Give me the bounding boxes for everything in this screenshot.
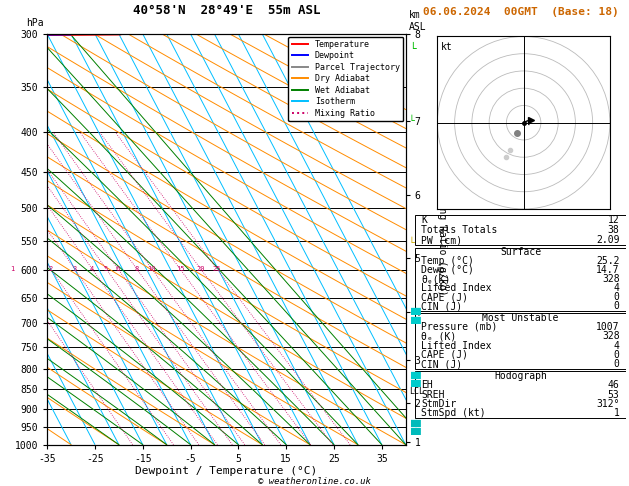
Text: Dewp (°C): Dewp (°C) [421,265,474,275]
Text: 06.06.2024  00GMT  (Base: 18): 06.06.2024 00GMT (Base: 18) [423,7,618,17]
Text: 6: 6 [116,266,120,272]
Bar [415,313,626,369]
Text: Lifted Index: Lifted Index [421,341,492,350]
Text: 328: 328 [602,274,620,284]
Text: Temp (°C): Temp (°C) [421,256,474,266]
Bar [415,247,626,311]
Text: LCL: LCL [409,387,425,396]
Text: EH: EH [421,380,433,390]
Text: Lifted Index: Lifted Index [421,283,492,293]
Text: θₑ (K): θₑ (K) [421,331,457,341]
Text: CIN (J): CIN (J) [421,359,462,369]
Y-axis label: Mixing Ratio (g/kg): Mixing Ratio (g/kg) [437,184,447,295]
Legend: Temperature, Dewpoint, Parcel Trajectory, Dry Adiabat, Wet Adiabat, Isotherm, Mi: Temperature, Dewpoint, Parcel Trajectory… [288,36,403,121]
Text: 4: 4 [614,341,620,350]
Text: 25.2: 25.2 [596,256,620,266]
Text: StmSpd (kt): StmSpd (kt) [421,408,486,418]
Text: Totals Totals: Totals Totals [421,225,498,235]
Bar [415,371,626,418]
Text: 328: 328 [602,331,620,341]
Text: SREH: SREH [421,390,445,399]
Text: 5: 5 [104,266,108,272]
Text: Hodograph: Hodograph [494,371,547,381]
Text: 312°: 312° [596,399,620,409]
Text: └: └ [409,44,416,53]
Text: K: K [421,215,427,225]
Text: 4: 4 [90,266,94,272]
Text: StmDir: StmDir [421,399,457,409]
Text: └: └ [409,238,415,248]
Text: 8: 8 [135,266,139,272]
Text: 15: 15 [175,266,184,272]
Text: 0: 0 [614,292,620,302]
Text: 3: 3 [72,266,77,272]
Text: kt: kt [441,42,453,52]
Bar [415,215,626,245]
Text: 0: 0 [614,359,620,369]
Text: 0: 0 [614,301,620,311]
Text: θₑ(K): θₑ(K) [421,274,451,284]
Text: 14.7: 14.7 [596,265,620,275]
Text: 40°58'N  28°49'E  55m ASL: 40°58'N 28°49'E 55m ASL [133,4,320,17]
Text: 38: 38 [608,225,620,235]
Text: CIN (J): CIN (J) [421,301,462,311]
Text: Pressure (mb): Pressure (mb) [421,322,498,332]
Text: km
ASL: km ASL [409,10,426,32]
Text: ██
██: ██ ██ [410,371,421,387]
Text: 53: 53 [608,390,620,399]
Text: 46: 46 [608,380,620,390]
Text: hPa: hPa [26,18,43,28]
Text: 4: 4 [614,283,620,293]
Text: Surface: Surface [500,247,541,257]
Text: 1: 1 [614,408,620,418]
Text: 0: 0 [614,350,620,360]
Text: └: └ [409,117,415,126]
Text: 2: 2 [48,266,53,272]
Text: Most Unstable: Most Unstable [482,312,559,323]
Text: PW (cm): PW (cm) [421,235,462,245]
Text: 1: 1 [9,266,14,272]
Text: ██
██: ██ ██ [410,420,421,435]
Text: 1007: 1007 [596,322,620,332]
Text: © weatheronline.co.uk: © weatheronline.co.uk [258,477,371,486]
Text: 20: 20 [196,266,205,272]
Text: CAPE (J): CAPE (J) [421,292,469,302]
Text: CAPE (J): CAPE (J) [421,350,469,360]
Text: 10: 10 [147,266,156,272]
Text: 25: 25 [213,266,221,272]
Text: 2.09: 2.09 [596,235,620,245]
Text: ██
██: ██ ██ [410,308,421,324]
Text: 12: 12 [608,215,620,225]
X-axis label: Dewpoint / Temperature (°C): Dewpoint / Temperature (°C) [135,467,318,476]
